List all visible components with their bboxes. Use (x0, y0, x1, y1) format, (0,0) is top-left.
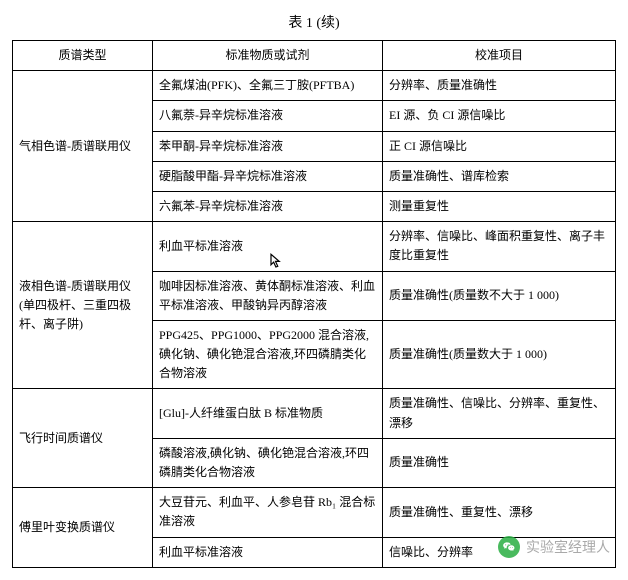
col-header-reagent: 标准物质或试剂 (153, 41, 383, 71)
col-header-item: 校准项目 (383, 41, 616, 71)
cell-reagent: 硬脂酸甲酯-异辛烷标准溶液 (153, 161, 383, 191)
cell-reagent: 利血平标准溶液 (153, 222, 383, 271)
cell-item: 测量重复性 (383, 191, 616, 221)
cell-reagent: 八氟萘-异辛烷标准溶液 (153, 101, 383, 131)
cell-type: 飞行时间质谱仪 (13, 389, 153, 488)
table-row: 飞行时间质谱仪[Glu]-人纤维蛋白肽 B 标准物质质量准确性、信噪比、分辨率、… (13, 389, 616, 438)
cell-reagent: 磷酸溶液,碘化钠、碘化铯混合溶液,环四磷腈类化合物溶液 (153, 438, 383, 487)
cell-type: 液相色谱-质谱联用仪(单四极杆、三重四极杆、离子阱) (13, 222, 153, 389)
cell-reagent: PPG425、PPG1000、PPG2000 混合溶液,碘化钠、碘化铯混合溶液,… (153, 320, 383, 389)
cell-item: EI 源、负 CI 源信噪比 (383, 101, 616, 131)
cell-item: 质量准确性、信噪比、分辨率、重复性、漂移 (383, 389, 616, 438)
table-caption: 表 1 (续) (12, 12, 616, 32)
cell-reagent: 大豆苷元、利血平、人参皂苷 Rb₁ 混合标准溶液 (153, 488, 383, 537)
cell-item: 质量准确性 (383, 438, 616, 487)
cell-item: 分辨率、信噪比、峰面积重复性、离子丰度比重复性 (383, 222, 616, 271)
cell-reagent: 苯甲酮-异辛烷标准溶液 (153, 131, 383, 161)
table-header-row: 质谱类型 标准物质或试剂 校准项目 (13, 41, 616, 71)
watermark-text: 实验室经理人 (526, 537, 610, 557)
cell-reagent: 利血平标准溶液 (153, 537, 383, 567)
cell-item: 质量准确性、谱库检索 (383, 161, 616, 191)
cell-reagent: 咖啡因标准溶液、黄体酮标准溶液、利血平标准溶液、甲酸钠异丙醇溶液 (153, 271, 383, 320)
table-row: 气相色谱-质谱联用仪全氟煤油(PFK)、全氟三丁胺(PFTBA)分辨率、质量准确… (13, 71, 616, 101)
cell-reagent: 全氟煤油(PFK)、全氟三丁胺(PFTBA) (153, 71, 383, 101)
cell-item: 正 CI 源信噪比 (383, 131, 616, 161)
table-row: 傅里叶变换质谱仪大豆苷元、利血平、人参皂苷 Rb₁ 混合标准溶液质量准确性、重复… (13, 488, 616, 537)
cell-reagent: [Glu]-人纤维蛋白肽 B 标准物质 (153, 389, 383, 438)
cell-item: 质量准确性(质量数不大于 1 000) (383, 271, 616, 320)
wechat-icon (498, 536, 520, 558)
cell-reagent: 六氟苯-异辛烷标准溶液 (153, 191, 383, 221)
cell-type: 气相色谱-质谱联用仪 (13, 71, 153, 222)
watermark: 实验室经理人 (498, 536, 610, 558)
spec-table: 质谱类型 标准物质或试剂 校准项目 气相色谱-质谱联用仪全氟煤油(PFK)、全氟… (12, 40, 616, 568)
cell-item: 质量准确性(质量数大于 1 000) (383, 320, 616, 389)
cell-item: 质量准确性、重复性、漂移 (383, 488, 616, 537)
col-header-type: 质谱类型 (13, 41, 153, 71)
cell-item: 分辨率、质量准确性 (383, 71, 616, 101)
table-row: 液相色谱-质谱联用仪(单四极杆、三重四极杆、离子阱)利血平标准溶液分辨率、信噪比… (13, 222, 616, 271)
cell-type: 傅里叶变换质谱仪 (13, 488, 153, 568)
